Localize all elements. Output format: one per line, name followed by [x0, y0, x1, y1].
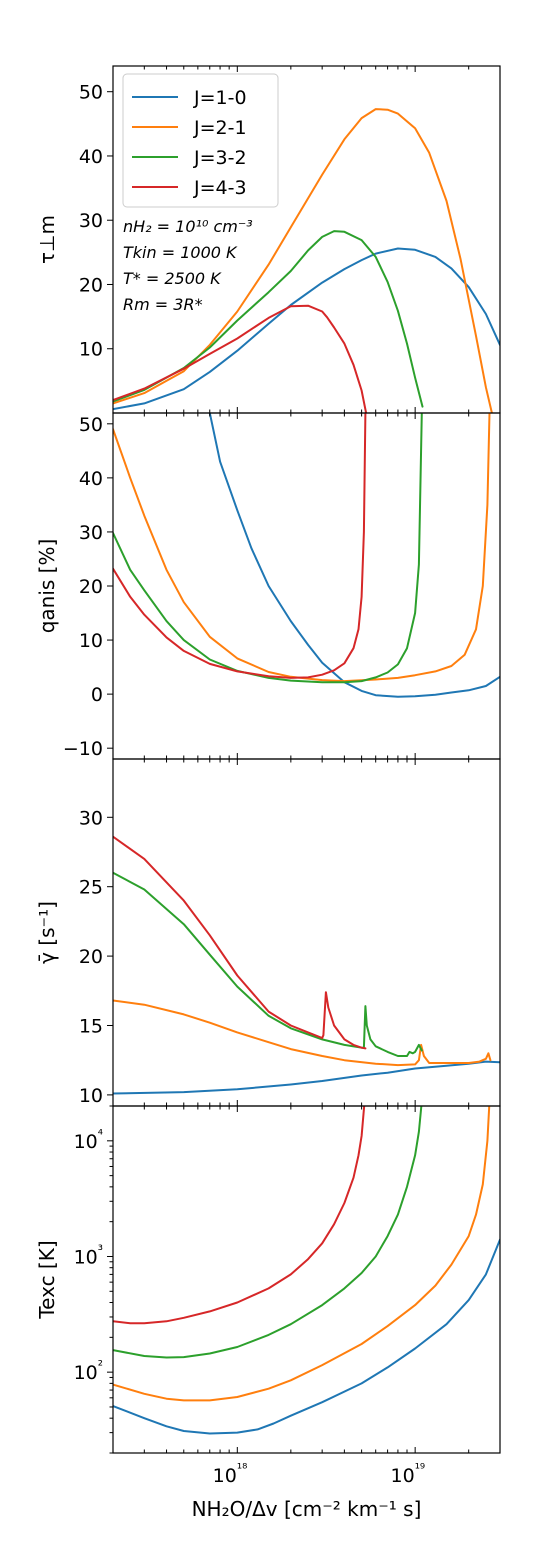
- y-tick-label: 50: [79, 414, 103, 436]
- axes-frame: [112, 412, 501, 760]
- y-tick-label: 25: [79, 877, 103, 899]
- panel-gamma: 10 15 20 25 30 γ̄ [s⁻¹]: [35, 758, 501, 1107]
- series-group: [113, 413, 500, 698]
- y-tick-label: 10: [79, 339, 103, 361]
- y-tick-label: 40: [79, 146, 103, 168]
- y-tick-label: 10³: [74, 1243, 103, 1268]
- series-line-j-2-1: [113, 413, 491, 683]
- y-tick-label: 20: [79, 946, 103, 968]
- y-tick-label: 10⁴: [74, 1128, 103, 1153]
- legend-label: J=1-0: [193, 87, 247, 109]
- series-line-j-1-0: [113, 247, 500, 411]
- y-tick-label: 50: [79, 82, 103, 104]
- y-tick-label: 30: [79, 210, 103, 232]
- y-tick-label: 30: [79, 522, 103, 544]
- y-axis-label: γ̄ [s⁻¹]: [35, 901, 59, 964]
- series-line-j-4-3: [113, 413, 367, 679]
- panel-qanis: −10 0 10 20 30 40 50 qanis [%]: [35, 412, 501, 760]
- series-line-j-2-1: [113, 108, 493, 413]
- y-tick-label: 20: [79, 274, 103, 296]
- annotation-text: Tkin = 1000 K: [123, 243, 238, 262]
- legend: J=1-0 J=2-1 J=3-2 J=4-3: [122, 73, 279, 208]
- series-line-j-1-0: [208, 413, 500, 698]
- y-tick-label: 10: [79, 630, 103, 652]
- y-tick-label: 10: [79, 1085, 103, 1107]
- y-axis-label: qanis [%]: [35, 539, 59, 634]
- axes-frame: [112, 758, 501, 1107]
- series-line-j-4-3: [113, 304, 368, 413]
- y-axis-label: Texc [K]: [35, 1240, 59, 1319]
- annotation-text: T* = 2500 K: [123, 269, 222, 288]
- legend-label: J=2-1: [193, 117, 247, 139]
- annotation-text: nH₂ = 10¹⁰ cm⁻³: [123, 217, 253, 236]
- y-tick-label: 40: [79, 468, 103, 490]
- x-tick-label: 10¹⁹: [391, 1462, 426, 1487]
- y-tick-label: −10: [63, 738, 103, 760]
- axes-frame: [112, 1105, 501, 1454]
- panel-texc: 10² 10³ 10⁴ Texc [K] 10¹⁸ 10¹⁹ NH₂O/Δv [cm⁻² k…: [35, 1105, 501, 1521]
- x-tick-label: 10¹⁸: [213, 1462, 248, 1487]
- legend-box: [122, 73, 279, 208]
- series-line-j-2-1: [113, 1106, 491, 1402]
- y-tick-label: 15: [79, 1015, 103, 1037]
- series-line-j-3-2: [113, 230, 424, 408]
- series-line-j-3-2: [113, 1106, 423, 1359]
- y-tick-label: 0: [91, 684, 103, 706]
- legend-label: J=3-2: [193, 147, 247, 169]
- series-line-j-1-0: [113, 1238, 500, 1435]
- panel-tau: 10 20 30 40 50 τ⊥m J=1-0 J=2-1 J=3-2 J=4-3 nH₂ = 1…: [35, 65, 501, 414]
- series-group: [113, 108, 500, 413]
- series-line-j-4-3: [113, 1106, 366, 1325]
- series-line-j-4-3: [113, 835, 367, 1050]
- series-group: [113, 1106, 500, 1435]
- series-line-j-1-0: [113, 1060, 500, 1095]
- y-tick-label: 20: [79, 576, 103, 598]
- legend-label: J=4-3: [193, 177, 247, 199]
- series-group: [113, 835, 500, 1095]
- y-axis-label: τ⊥m: [35, 215, 59, 264]
- series-line-j-3-2: [113, 871, 423, 1057]
- annotation-text: Rm = 3R*: [123, 295, 203, 314]
- y-tick-label: 30: [79, 807, 103, 829]
- y-tick-label: 10²: [74, 1359, 103, 1384]
- series-line-j-2-1: [113, 999, 492, 1067]
- series-line-j-3-2: [113, 413, 423, 684]
- x-axis-label: NH₂O/Δv [cm⁻² km⁻¹ s]: [192, 1497, 422, 1521]
